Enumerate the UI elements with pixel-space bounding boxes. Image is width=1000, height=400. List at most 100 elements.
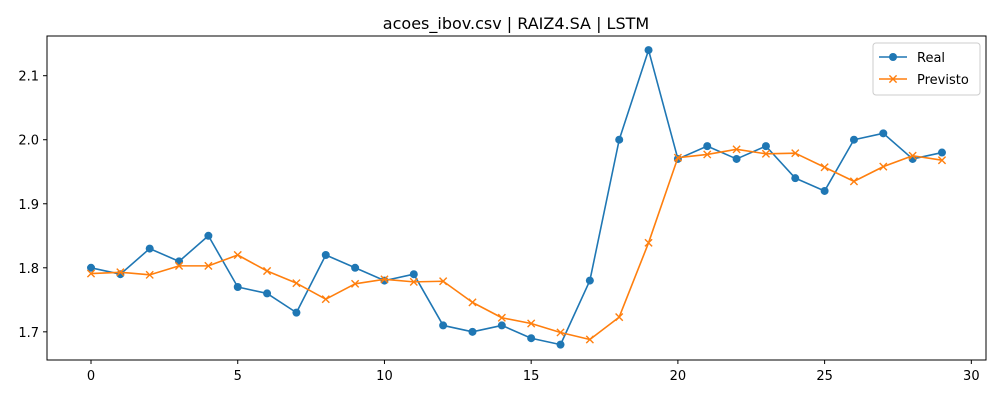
x-axis: 0 5 10 15 20 25 30	[87, 360, 980, 384]
chart-title: acoes_ibov.csv | RAIZ4.SA | LSTM	[383, 14, 649, 34]
data-point	[87, 263, 96, 272]
legend: Real Previsto	[872, 42, 981, 96]
data-point	[380, 276, 389, 285]
data-point	[321, 250, 330, 259]
data-point	[409, 277, 418, 286]
legend-box	[872, 42, 981, 96]
series-line	[90, 49, 943, 346]
data-point	[673, 153, 682, 162]
x-tick-label: 30	[963, 369, 980, 384]
data-point-stroke	[468, 298, 477, 307]
data-point	[204, 231, 213, 240]
x-tick-label: 25	[816, 369, 833, 384]
series-line	[90, 148, 943, 341]
data-point	[644, 46, 653, 55]
legend-label: Previsto	[917, 73, 969, 88]
data-point	[791, 174, 800, 183]
legend-label: Real	[917, 51, 945, 66]
data-point-stroke	[879, 162, 888, 171]
data-point-stroke	[673, 153, 682, 162]
data-point	[409, 270, 418, 279]
data-point	[703, 150, 712, 159]
data-point-stroke	[820, 163, 829, 172]
legend-item: Previsto	[879, 73, 969, 88]
legend-marker	[889, 53, 897, 61]
legend-marker-stroke	[888, 74, 898, 84]
x-tick-label: 15	[523, 369, 540, 384]
data-point-stroke	[615, 313, 624, 322]
x-tick-label: 0	[87, 369, 95, 384]
data-point	[849, 135, 858, 144]
data-point	[556, 340, 565, 349]
data-point	[732, 145, 741, 154]
data-point	[468, 298, 477, 307]
data-point-stroke	[116, 268, 125, 277]
data-point	[439, 321, 448, 330]
data-point-stroke	[380, 275, 389, 284]
data-point	[644, 238, 653, 247]
data-point	[175, 257, 184, 266]
data-point	[527, 334, 536, 343]
data-point-stroke	[703, 150, 712, 159]
legend-item: Real	[879, 51, 945, 66]
data-point	[732, 154, 741, 163]
data-point-stroke	[761, 149, 771, 158]
data-point	[86, 269, 96, 278]
data-point	[145, 270, 154, 279]
data-point-stroke	[292, 279, 301, 288]
data-point	[145, 244, 154, 253]
data-point	[761, 149, 771, 158]
data-point	[380, 275, 389, 284]
data-point	[497, 313, 506, 322]
data-point	[292, 279, 301, 288]
legend-marker	[888, 74, 898, 84]
data-point-stroke	[233, 250, 242, 260]
plot-area	[46, 35, 987, 361]
data-point	[174, 261, 184, 270]
data-point-stroke	[527, 319, 536, 328]
data-point	[703, 142, 712, 151]
data-point-stroke	[849, 177, 859, 186]
x-tick-label: 5	[234, 369, 242, 384]
data-point	[292, 308, 301, 317]
data-point-stroke	[585, 335, 594, 344]
x-tick-label: 10	[376, 369, 393, 384]
data-point-stroke	[439, 277, 448, 286]
data-point	[585, 335, 594, 344]
data-point	[321, 295, 330, 304]
y-tick-label: 2.0	[18, 134, 39, 149]
data-point	[527, 319, 536, 328]
data-point	[937, 148, 946, 157]
data-point-stroke	[145, 270, 154, 279]
data-point	[233, 250, 242, 260]
data-point-stroke	[937, 156, 947, 165]
data-point	[204, 261, 213, 270]
data-point	[262, 266, 272, 276]
data-point	[497, 321, 506, 330]
data-point	[263, 289, 272, 298]
data-point	[761, 142, 770, 151]
data-point-stroke	[321, 295, 330, 304]
data-point-stroke	[204, 261, 213, 270]
data-point-stroke	[351, 279, 360, 288]
data-point	[556, 328, 565, 337]
data-point-stroke	[174, 261, 184, 270]
y-tick-label: 1.8	[18, 262, 39, 277]
y-tick-label: 1.9	[18, 198, 39, 213]
data-point	[615, 313, 624, 322]
y-tick-label: 2.1	[18, 70, 39, 85]
data-point-stroke	[644, 238, 653, 247]
data-point	[615, 135, 624, 144]
data-point-stroke	[791, 149, 800, 158]
x-tick-label: 20	[670, 369, 687, 384]
data-point	[791, 149, 800, 158]
data-point-stroke	[262, 266, 272, 276]
series-layer	[86, 46, 947, 349]
data-point	[879, 129, 888, 138]
data-point-stroke	[409, 277, 418, 286]
data-point	[351, 279, 360, 288]
data-point-stroke	[908, 151, 917, 160]
data-point	[439, 277, 448, 286]
data-point	[908, 151, 917, 160]
